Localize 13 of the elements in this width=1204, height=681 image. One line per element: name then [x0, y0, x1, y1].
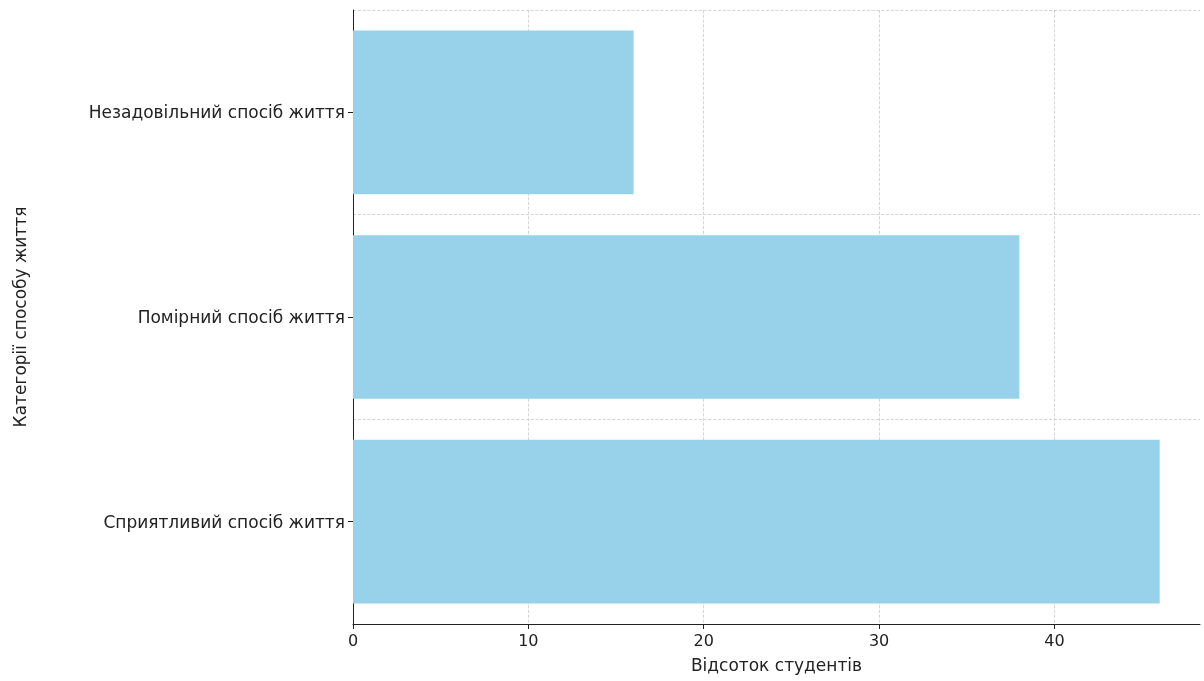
- x-tick-label: 40: [1044, 630, 1065, 650]
- bar: [353, 439, 1160, 604]
- x-tick-label: 20: [693, 630, 714, 650]
- y-tick-label: Незадовільний спосіб життя: [88, 102, 345, 123]
- y-axis-title: Категорії способу життя: [9, 206, 30, 428]
- x-axis-title: Відсоток студентів: [690, 654, 863, 675]
- x-tick-label: 10: [518, 630, 539, 650]
- x-tick-label: 30: [868, 630, 890, 650]
- bar: [353, 235, 1020, 399]
- x-tick-label: 0: [347, 630, 359, 650]
- y-tick-label: Помірний спосіб життя: [137, 307, 345, 327]
- y-tick-label: Сприятливий спосіб життя: [103, 511, 345, 532]
- bar: [353, 30, 634, 195]
